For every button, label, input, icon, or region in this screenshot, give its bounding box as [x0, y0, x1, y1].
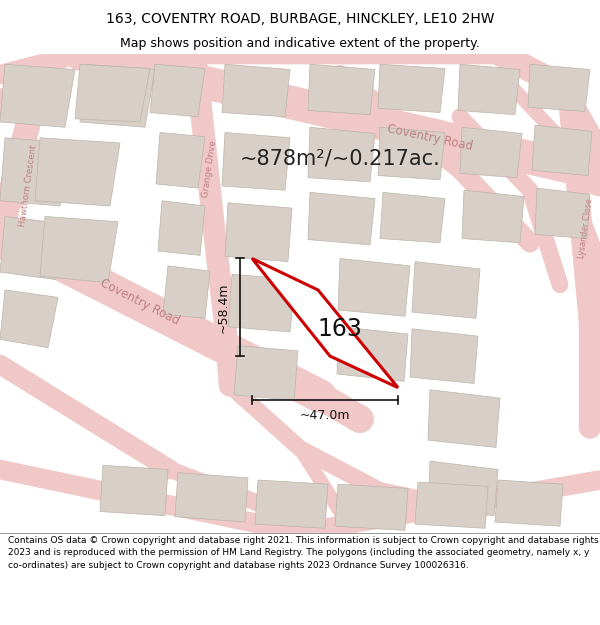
Polygon shape: [80, 64, 155, 128]
Polygon shape: [228, 274, 295, 332]
Polygon shape: [335, 484, 408, 531]
Polygon shape: [532, 125, 592, 176]
Polygon shape: [380, 192, 445, 242]
Polygon shape: [40, 216, 118, 282]
Text: ~47.0m: ~47.0m: [300, 409, 350, 422]
Polygon shape: [0, 64, 75, 128]
Polygon shape: [222, 64, 290, 117]
Text: ~58.4m: ~58.4m: [217, 282, 230, 332]
Polygon shape: [234, 346, 298, 400]
Text: 163, COVENTRY ROAD, BURBAGE, HINCKLEY, LE10 2HW: 163, COVENTRY ROAD, BURBAGE, HINCKLEY, L…: [106, 12, 494, 26]
Text: 163: 163: [317, 317, 362, 341]
Polygon shape: [458, 64, 520, 114]
Polygon shape: [337, 327, 408, 381]
Polygon shape: [225, 203, 292, 262]
Text: ~878m²/~0.217ac.: ~878m²/~0.217ac.: [239, 149, 440, 169]
Polygon shape: [252, 259, 398, 388]
Polygon shape: [150, 64, 205, 117]
Text: Lysander Close: Lysander Close: [577, 198, 595, 259]
Polygon shape: [158, 201, 205, 256]
Polygon shape: [378, 127, 445, 180]
Text: Map shows position and indicative extent of the property.: Map shows position and indicative extent…: [120, 36, 480, 49]
Text: Coventry Road: Coventry Road: [386, 122, 474, 153]
Polygon shape: [222, 132, 290, 190]
Polygon shape: [163, 266, 210, 318]
Polygon shape: [0, 216, 65, 279]
Polygon shape: [460, 127, 522, 177]
Polygon shape: [535, 188, 590, 239]
Text: Grange Drive: Grange Drive: [202, 140, 218, 198]
Polygon shape: [308, 192, 375, 245]
Polygon shape: [0, 138, 70, 206]
Polygon shape: [308, 64, 375, 114]
Polygon shape: [308, 127, 375, 182]
Text: Contains OS data © Crown copyright and database right 2021. This information is : Contains OS data © Crown copyright and d…: [8, 536, 598, 569]
Polygon shape: [75, 64, 150, 122]
Polygon shape: [495, 480, 563, 526]
Polygon shape: [428, 461, 498, 516]
Polygon shape: [462, 190, 524, 242]
Polygon shape: [175, 472, 248, 522]
Polygon shape: [338, 259, 410, 316]
Polygon shape: [0, 290, 58, 348]
Polygon shape: [35, 138, 120, 206]
Polygon shape: [410, 329, 478, 383]
Polygon shape: [528, 64, 590, 111]
Polygon shape: [100, 465, 168, 516]
Polygon shape: [415, 482, 488, 528]
Polygon shape: [255, 480, 328, 528]
Polygon shape: [156, 132, 205, 188]
Text: Hawthorn Crescent: Hawthorn Crescent: [18, 144, 38, 228]
Text: Coventry Road: Coventry Road: [98, 276, 182, 327]
Polygon shape: [412, 262, 480, 318]
Polygon shape: [378, 64, 445, 112]
Polygon shape: [428, 390, 500, 448]
